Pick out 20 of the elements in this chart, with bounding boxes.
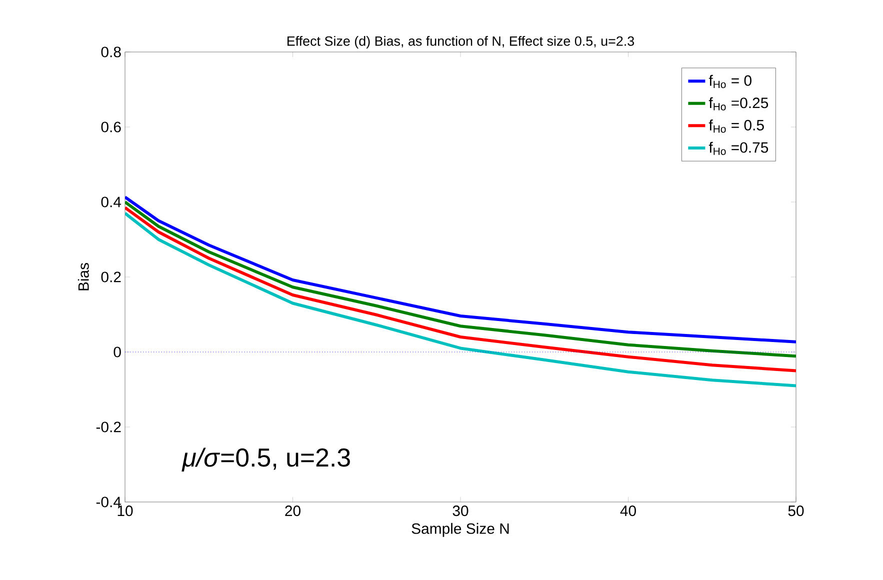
y-tick-label: 0.6 — [101, 122, 121, 132]
chart-title: Effect Size (d) Bias, as function of N, Effect size 0.5, u=2.3 — [287, 36, 634, 48]
y-tick-label: 0.2 — [101, 272, 121, 282]
legend-label: f$_{Ho}$ =0.75 — [708, 142, 768, 155]
y-tick-label: 0 — [114, 346, 121, 358]
y-tick-label: 0.4 — [101, 196, 122, 208]
y-tick-label: -0.4 — [96, 496, 122, 508]
y-tick-label: 0.8 — [101, 46, 121, 58]
legend-label: f$_{Ho}$ = 0.5 — [708, 120, 764, 133]
legend-label: f$_{Ho}$ =0.25 — [708, 97, 768, 110]
annotation: μ/σ=0.5, u=2.3 — [182, 448, 350, 472]
x-tick-label: 30 — [452, 506, 468, 516]
y-axis-title: Bias — [78, 263, 89, 290]
y-tick-label: -0.2 — [96, 422, 121, 432]
x-tick-label: 40 — [620, 506, 636, 516]
legend-label: f$_{Ho}$ = 0 — [708, 74, 752, 88]
x-axis-title: Sample Size N — [412, 522, 509, 537]
x-tick-label: 10 — [118, 506, 133, 516]
x-tick-label: 20 — [285, 506, 300, 516]
x-tick-label: 50 — [788, 506, 804, 516]
